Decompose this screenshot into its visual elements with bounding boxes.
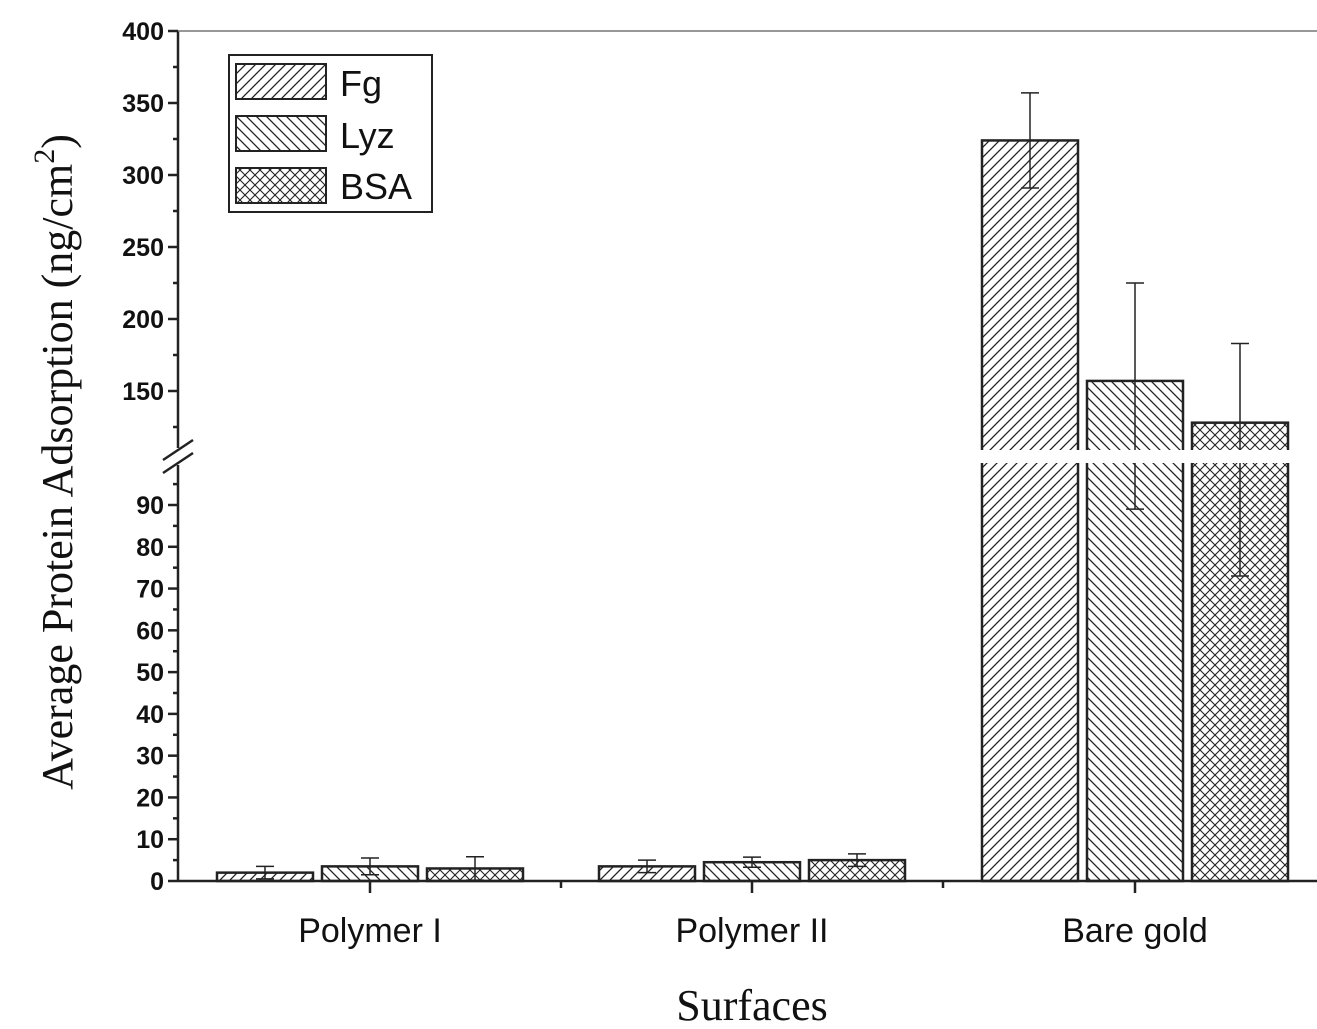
x-category-label-3: Bare gold <box>1062 912 1208 950</box>
bar-fg-3 <box>980 139 1080 883</box>
axis-break-mark <box>162 438 194 475</box>
y-tick-label-90: 90 <box>136 492 164 520</box>
y-tick-label-80: 80 <box>136 534 164 562</box>
legend-label-fg: Fg <box>340 63 382 104</box>
y-tick-label-300: 300 <box>122 162 164 190</box>
y-tick-label-250: 250 <box>122 234 164 262</box>
y-tick-label-10: 10 <box>136 826 164 854</box>
y-tick-label-150: 150 <box>122 378 164 406</box>
y-tick-label-200: 200 <box>122 306 164 334</box>
x-category-label-1: Polymer I <box>298 912 442 950</box>
error-bar-bsa-2 <box>848 853 866 868</box>
legend-swatch-bsa <box>235 167 327 204</box>
y-tick-label-350: 350 <box>122 90 164 118</box>
x-axis-title: Surfaces <box>676 981 828 1029</box>
error-bar-lyz-2 <box>743 856 761 868</box>
y-tick-label-30: 30 <box>136 743 164 771</box>
y-tick-label-70: 70 <box>136 576 164 604</box>
legend-label-bsa: BSA <box>340 166 412 207</box>
y-tick-label-20: 20 <box>136 784 164 812</box>
y-tick-label-400: 400 <box>122 18 164 46</box>
error-bar-fg-1 <box>256 865 274 880</box>
bars-layer <box>215 92 1290 883</box>
error-bar-lyz-3 <box>1126 282 1144 510</box>
legend-swatch-fg <box>235 63 327 100</box>
axis-break-gap <box>180 450 1317 463</box>
y-tick-label-60: 60 <box>136 617 164 645</box>
y-tick-label-0: 0 <box>150 868 164 896</box>
legend-label-lyz: Lyz <box>340 115 395 156</box>
y-tick-label-50: 50 <box>136 659 164 687</box>
legend-swatch-lyz <box>235 115 327 152</box>
error-bar-fg-2 <box>638 859 656 874</box>
axis-layer: 0 10 20 30 40 50 60 70 80 90 150 200 250 300 350 400 Pol… <box>122 18 1317 950</box>
legend: Fg Lyz BSA <box>228 54 433 213</box>
y-tick-label-40: 40 <box>136 701 164 729</box>
error-bar-lyz-1 <box>361 857 379 876</box>
error-bar-fg-3 <box>1021 92 1039 189</box>
y-axis-title: Average Protein Adsorption (ng/cm2) <box>28 134 82 790</box>
x-category-label-2: Polymer II <box>675 912 828 950</box>
